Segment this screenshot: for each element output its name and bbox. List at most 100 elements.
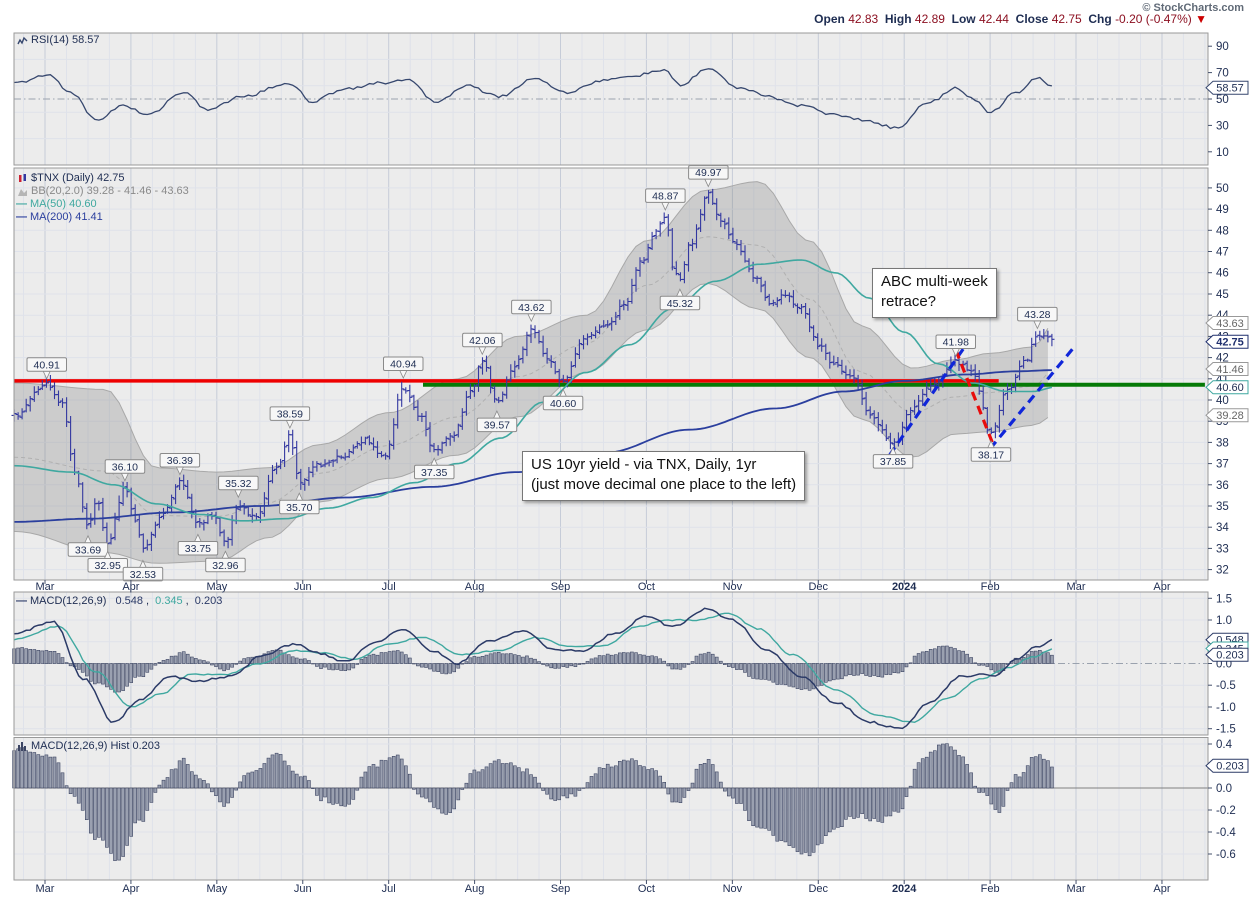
svg-text:-0.4: -0.4 [1216,827,1236,839]
price-value-box [1205,316,1249,330]
svg-text:1.0: 1.0 [1216,615,1232,627]
hist-legend-label: MACD(12,26,9) Hist 0.203 [31,740,160,752]
bollinger-band-icon [16,187,28,197]
svg-text:32: 32 [1216,565,1229,577]
price-legend: $TNX (Daily) 42.75 BB(20,2.0) 39.28 - 41… [16,172,189,224]
x-axis-month-label: Oct [637,581,655,593]
x-axis-month-label: Oct [637,883,655,895]
svg-text:0.203: 0.203 [1216,761,1244,773]
chart-note-annotation: US 10yr yield - via TNX, Daily, 1yr (just… [522,451,806,501]
svg-text:43.62: 43.62 [518,302,544,314]
svg-text:40.60: 40.60 [550,398,576,410]
copyright: © StockCharts.com [1142,2,1244,14]
swing-label: 45.32 [659,288,701,311]
svg-text:32.95: 32.95 [95,560,121,572]
swing-label: 37.85 [872,446,914,469]
svg-text:41.46: 41.46 [1216,364,1244,376]
abc-retrace-annotation: ABC multi-week retrace? [872,268,997,318]
x-axis-month-label: Aug [464,883,485,895]
x-axis-month-label: Mar [1066,581,1086,593]
swing-label: 43.62 [511,299,552,323]
swing-label: 33.69 [67,534,109,557]
swing-label: 49.97 [688,165,729,188]
x-axis-month-label: Dec [808,581,829,593]
swing-label: 40.94 [383,356,424,379]
swing-label: 35.70 [279,492,320,515]
swing-label: 33.75 [177,533,219,556]
price-y-axis: 5049484746454443424140393837363534333243… [1205,183,1249,577]
svg-text:35.70: 35.70 [286,502,312,514]
svg-text:-1.0: -1.0 [1216,702,1236,714]
rsi-legend: RSI(14) 58.57 [16,34,99,47]
histogram-panel-bars [12,743,1054,861]
svg-text:43.28: 43.28 [1024,309,1050,321]
swing-label: 32.96 [205,550,246,573]
svg-text:0.203: 0.203 [1216,650,1244,662]
price-value-box [1205,408,1249,423]
swing-label: 38.17 [970,439,1012,462]
svg-text:32.96: 32.96 [212,560,238,572]
x-axis-month-label: Feb [980,883,1000,895]
x-axis-month-label: May [206,581,228,593]
svg-text:35: 35 [1216,501,1229,513]
quote-bar: Open 42.83 High 42.89 Low 42.44 Close 42… [814,12,1207,26]
svg-text:30: 30 [1216,120,1229,132]
svg-text:37.35: 37.35 [421,467,447,479]
high-value: 42.89 [914,12,945,26]
hist-legend: MACD(12,26,9) Hist 0.203 [16,740,160,753]
svg-text:33.75: 33.75 [185,543,211,555]
rsi-chart-icon [16,36,28,46]
svg-text:36: 36 [1216,480,1229,492]
x-axis-month-label: 2024 [891,883,917,895]
swing-label: 42.06 [462,332,503,356]
macd-value-box [1205,647,1249,662]
svg-text:41.98: 41.98 [943,337,969,349]
swing-label: 36.39 [159,453,201,476]
x-axis-month-label: Jun [293,883,312,895]
abc-wave-up-2 [988,343,1078,450]
swing-label: 48.87 [645,188,686,211]
swing-label: 38.59 [269,406,311,429]
price-value-box [1205,380,1249,395]
open-label: Open [814,12,845,26]
close-value: 42.75 [1051,12,1082,26]
x-axis-month-label: Feb [980,581,1000,593]
svg-text:-0.5: -0.5 [1216,680,1236,692]
macd-swatch-icon: — [16,595,27,607]
macd-line [14,607,1053,730]
macd-value: 0.548 [115,595,144,607]
svg-text:32.53: 32.53 [130,569,156,581]
svg-text:10: 10 [1216,147,1229,159]
svg-text:39.28: 39.28 [1216,410,1244,422]
svg-text:1.5: 1.5 [1216,593,1232,605]
svg-text:90: 90 [1216,41,1229,53]
x-axis-months-main: Mar Apr May Jun Jul Aug Sep Oct Nov Dec 2024 Feb Mar… [0,581,1250,594]
svg-text:48.87: 48.87 [652,191,678,203]
svg-text:36.39: 36.39 [167,455,193,467]
svg-text:40.94: 40.94 [390,359,416,371]
x-axis-month-label: Dec [808,883,829,895]
change-down-triangle-icon: ▼ [1195,12,1207,26]
macd-hist-value: 0.203 [194,595,223,607]
x-axis-month-label: Apr [122,581,140,593]
x-axis-month-label: Aug [464,581,485,593]
candlestick-icon [16,173,28,184]
svg-text:40.91: 40.91 [34,359,60,371]
low-value: 42.44 [978,12,1009,26]
svg-text:49: 49 [1216,204,1229,216]
rsi-legend-label: RSI(14) 58.57 [31,34,100,46]
x-axis-month-label: Mar [35,581,55,593]
svg-text:43.63: 43.63 [1216,318,1244,330]
price-value-box [1205,334,1249,349]
svg-text:38.17: 38.17 [978,449,1004,461]
svg-text:40: 40 [1216,395,1229,407]
svg-text:-0.6: -0.6 [1216,849,1236,861]
svg-text:42: 42 [1216,353,1229,365]
x-axis-month-label: Jul [381,581,396,593]
abc-wave-up-1 [888,343,968,457]
swing-label: 36.10 [104,459,146,482]
bb-legend-label: BB(20,2.0) 39.28 - 41.46 - 43.63 [31,185,189,197]
